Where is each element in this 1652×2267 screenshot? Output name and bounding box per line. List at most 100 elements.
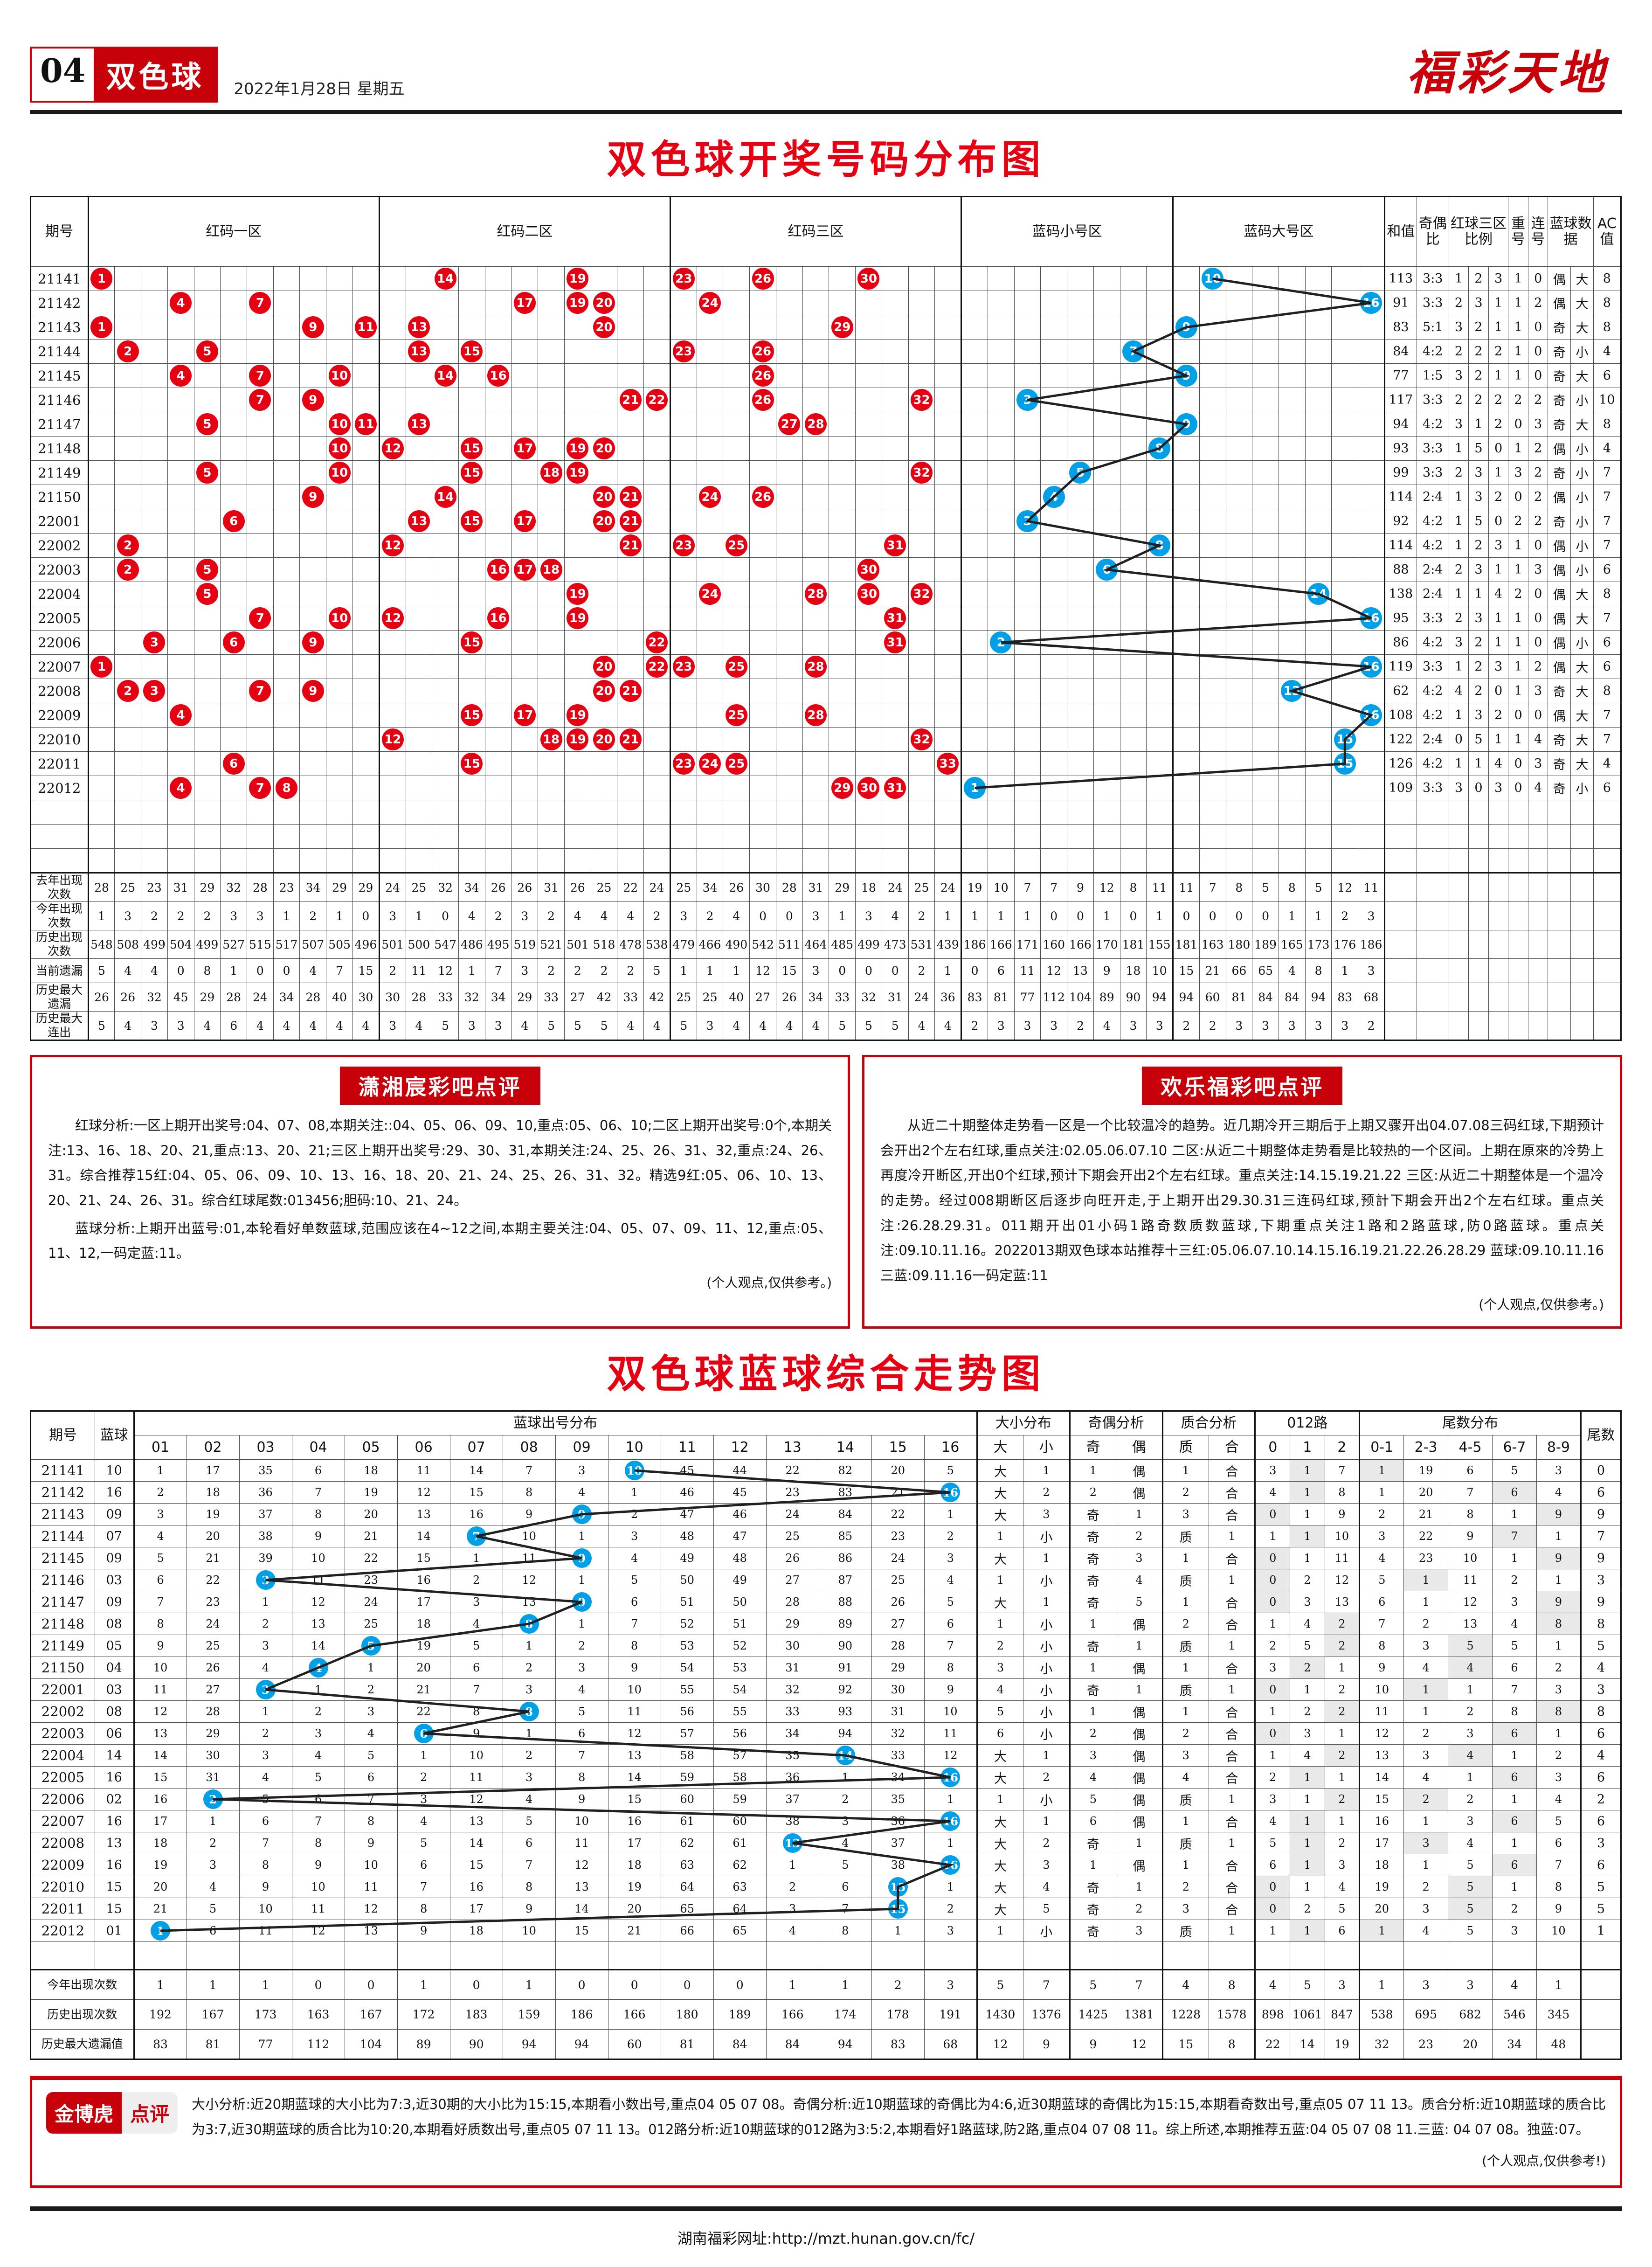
blue-size-cell: 大	[1570, 291, 1594, 315]
red-ball: 12	[381, 607, 404, 629]
stat-value: 10	[1146, 958, 1174, 983]
serial-cell: 2	[1528, 654, 1548, 679]
stat-value: 695	[1403, 1999, 1449, 2030]
oe-ratio-cell: 2:4	[1416, 557, 1449, 582]
stat-value: 26	[484, 872, 512, 902]
issue-cell: 21144	[30, 1525, 95, 1548]
tail-cell: 7	[1580, 1525, 1622, 1548]
red-ball: 26	[752, 365, 774, 387]
repeat-cell: 1	[1508, 630, 1528, 655]
stat-value: 4	[141, 958, 168, 983]
oddeven-cell: 1	[1069, 1459, 1117, 1482]
stat-value: 1	[220, 958, 248, 983]
taildist-cell: 18	[1359, 1854, 1404, 1877]
issue-cell: 21146	[30, 1569, 95, 1592]
jinbohu-badge: 金博虎 点评	[46, 2092, 178, 2134]
stat-value: 81	[987, 983, 1015, 1012]
serial-cell: 2	[1528, 485, 1548, 509]
route-cell: 1	[1290, 1503, 1325, 1526]
repeat-cell: 3	[1508, 460, 1528, 485]
route-cell: 3	[1290, 1591, 1325, 1614]
taildist-cell: 4	[1403, 1766, 1449, 1789]
blue-size-cell: 小	[1570, 509, 1594, 534]
stat-value: 12	[1093, 872, 1120, 902]
stat-value: 0	[167, 958, 194, 983]
issue-cell: 22006	[30, 630, 89, 655]
blue-size-cell: 小	[1570, 436, 1594, 461]
comment1-title: 潇湘宸彩吧点评	[339, 1067, 540, 1105]
stat-value: 0	[1199, 901, 1226, 930]
zone2-count: 3	[1468, 703, 1489, 728]
taildist-cell: 4	[1359, 1547, 1404, 1570]
red-ball: 21	[619, 534, 642, 556]
route-cell: 2	[1324, 1635, 1360, 1657]
size-cell: 5	[976, 1700, 1024, 1723]
stat-label: 今年出现次数	[30, 1969, 134, 2000]
taildist-cell: 5	[1448, 1920, 1493, 1942]
prime-cell: 合	[1209, 1547, 1256, 1570]
taildist-cell: 2	[1536, 1657, 1581, 1679]
zone2-count: 1	[1468, 751, 1489, 776]
tail-cell: 6	[1580, 1810, 1622, 1833]
route-cell: 2	[1324, 1678, 1360, 1701]
blue-ball: 16	[940, 1768, 961, 1788]
sum-cell: 77	[1383, 363, 1417, 388]
blue-value-cell: 09	[94, 1503, 134, 1526]
stat-value: 3	[1146, 1011, 1174, 1040]
blue-oddeven-cell: 奇	[1548, 460, 1571, 485]
stat-value: 3	[511, 901, 539, 930]
stat-value: 478	[617, 930, 644, 959]
route-cell: 4	[1254, 1481, 1291, 1504]
oddeven-cell: 5	[1069, 1788, 1117, 1811]
red-ball: 22	[646, 389, 668, 411]
taildist-cell: 19	[1403, 1459, 1449, 1482]
blue-value-cell: 15	[94, 1898, 134, 1920]
taildist-cell: 1	[1448, 1678, 1493, 1701]
prime-cell: 质	[1161, 1920, 1210, 1942]
issue-cell: 22007	[30, 654, 89, 679]
stat-value: 5	[538, 1011, 565, 1040]
blue-ball: 16	[1360, 292, 1382, 314]
route-cell: 8	[1324, 1481, 1360, 1504]
stat-value: 4	[1492, 1969, 1537, 2000]
ac-cell: 7	[1593, 533, 1622, 558]
oe-ratio-cell: 3:3	[1416, 388, 1449, 412]
stat-value: 538	[643, 930, 670, 959]
zone1-count: 2	[1448, 606, 1469, 631]
stat-value: 34	[484, 983, 512, 1012]
taildist-cell: 9	[1536, 1547, 1581, 1570]
stat-value: 23	[273, 872, 300, 902]
stat-value: 84	[1252, 983, 1279, 1012]
red-ball: 28	[805, 583, 827, 605]
blue-oddeven-cell: 偶	[1548, 557, 1571, 582]
blue-size-cell: 大	[1570, 582, 1594, 606]
stat-value: 4	[775, 1011, 803, 1040]
taildist-cell: 2	[1403, 1876, 1449, 1899]
oe-ratio-cell: 3:3	[1416, 654, 1449, 679]
taildist-cell: 1	[1536, 1525, 1581, 1548]
stat-value: 7	[1023, 1969, 1070, 2000]
size-cell: 4	[1023, 1876, 1070, 1899]
col-issue: 期号	[30, 196, 89, 267]
repeat-cell: 1	[1508, 606, 1528, 631]
oddeven-cell: 1	[1116, 1678, 1163, 1701]
repeat-cell: 1	[1508, 291, 1528, 315]
stat-value: 546	[1492, 1999, 1537, 2030]
route-cell: 9	[1324, 1503, 1360, 1526]
red-ball: 20	[593, 510, 615, 532]
stat-value: 30	[749, 872, 776, 902]
issue-cell: 22008	[30, 1832, 95, 1855]
red-ball: 1	[90, 316, 113, 338]
stat-value: 6	[220, 1011, 248, 1040]
stat-value: 7	[484, 958, 512, 983]
blue-size-cell: 小	[1570, 339, 1594, 364]
badge-name: 金博虎	[46, 2092, 122, 2134]
serial-cell: 0	[1528, 339, 1548, 364]
tail-cell: 3	[1580, 1678, 1622, 1701]
red-ball: 4	[170, 777, 192, 799]
repeat-cell: 0	[1508, 703, 1528, 728]
comment2-note: (个人观点,仅供参考。)	[1479, 1297, 1604, 1313]
taildist-cell: 3	[1448, 1722, 1493, 1745]
prime-cell: 合	[1209, 1591, 1256, 1614]
red-ball: 16	[487, 559, 510, 581]
